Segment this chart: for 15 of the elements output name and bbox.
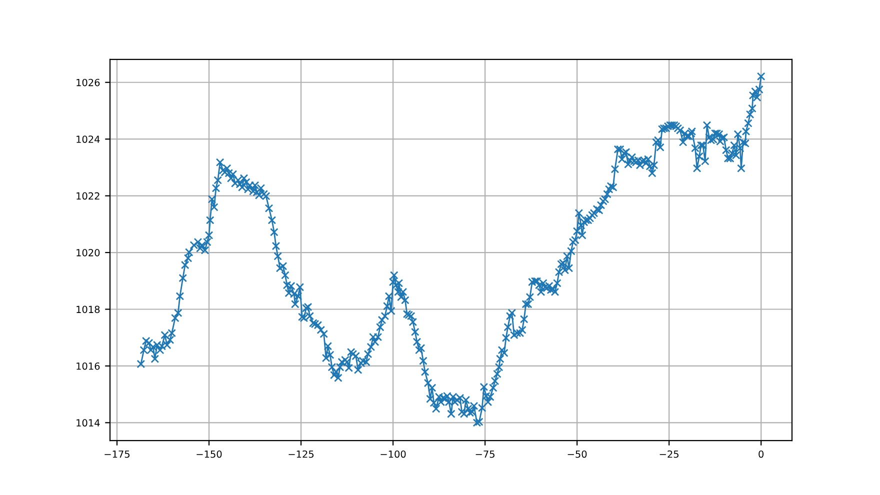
x-tick-label: −50 xyxy=(568,450,587,458)
x-tick-label: −150 xyxy=(196,450,222,458)
x-tick-label: −75 xyxy=(476,450,494,458)
x-tick-label: −175 xyxy=(104,450,130,458)
y-tick-label: 1022 xyxy=(76,192,100,200)
y-tick-label: 1026 xyxy=(76,78,100,86)
x-tick-label: 0 xyxy=(758,450,764,458)
x-tick-label: −100 xyxy=(380,450,406,458)
y-tick-label: 1016 xyxy=(76,362,100,370)
x-tick-label: −125 xyxy=(288,450,314,458)
y-tick-label: 1018 xyxy=(76,306,100,314)
x-tick-label: −25 xyxy=(660,450,678,458)
y-tick-label: 1024 xyxy=(76,136,100,143)
y-tick-label: 1020 xyxy=(76,249,100,256)
y-tick-label: 1014 xyxy=(76,419,100,427)
